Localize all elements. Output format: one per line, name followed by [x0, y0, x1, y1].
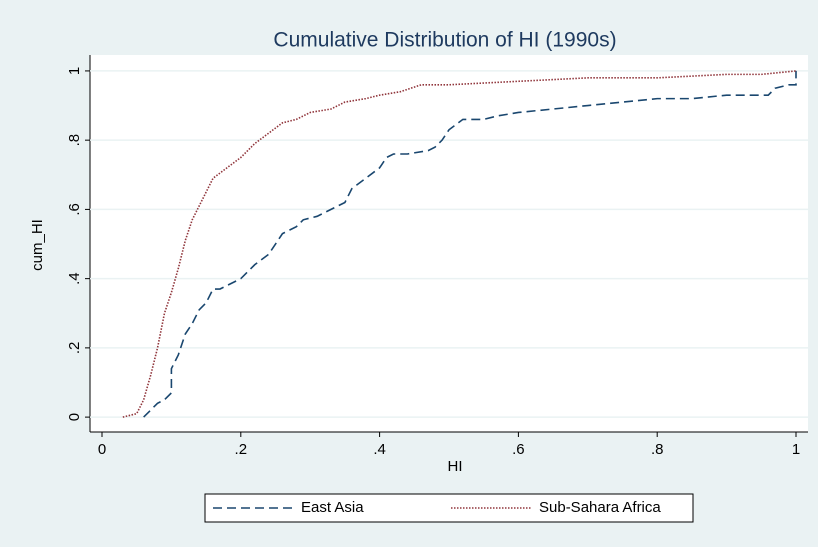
y-tick-label: 0 — [66, 413, 83, 421]
y-tick-label: .8 — [66, 134, 83, 147]
x-tick-label: .8 — [651, 441, 664, 458]
series-line — [143, 70, 797, 418]
plot-area — [90, 55, 808, 432]
y-axis-label: cum_HI — [29, 219, 46, 271]
y-tick-label: .4 — [66, 272, 83, 285]
legend-label: East Asia — [301, 499, 364, 516]
y-tick-label: .2 — [66, 342, 83, 355]
x-tick-label: .6 — [512, 441, 525, 458]
y-tick-label: 1 — [66, 67, 83, 75]
x-axis-label: HI — [448, 458, 463, 475]
x-tick-label: .2 — [235, 441, 248, 458]
y-tick-label: .6 — [66, 203, 83, 216]
series-line — [122, 70, 797, 418]
x-tick-label: 0 — [98, 441, 106, 458]
chart-title: Cumulative Distribution of HI (1990s) — [273, 29, 616, 52]
legend-label: Sub-Sahara Africa — [539, 499, 661, 516]
x-tick-label: 1 — [792, 441, 800, 458]
x-tick-label: .4 — [373, 441, 386, 458]
